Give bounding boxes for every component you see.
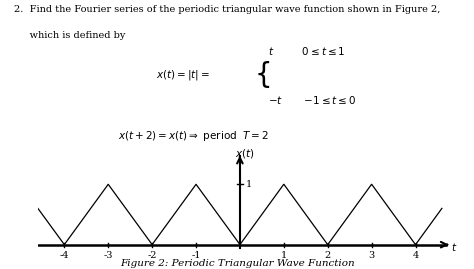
Text: 4: 4 <box>412 251 419 260</box>
Text: -3: -3 <box>103 251 113 260</box>
Text: 3: 3 <box>368 251 375 260</box>
Text: -1: -1 <box>191 251 201 260</box>
Text: $-t$       $-1 \leq t \leq 0$: $-t$ $-1 \leq t \leq 0$ <box>268 94 356 106</box>
Text: -4: -4 <box>60 251 69 260</box>
Text: which is defined by: which is defined by <box>14 31 126 40</box>
Text: $t$         $0 \leq t \leq 1$: $t$ $0 \leq t \leq 1$ <box>268 45 346 58</box>
Text: 1: 1 <box>281 251 287 260</box>
Text: Figure 2: Periodic Triangular Wave Function: Figure 2: Periodic Triangular Wave Funct… <box>120 259 354 268</box>
Text: $x(t)$: $x(t)$ <box>236 147 255 161</box>
Text: 1: 1 <box>246 180 252 189</box>
Text: 2.  Find the Fourier series of the periodic triangular wave function shown in Fi: 2. Find the Fourier series of the period… <box>14 5 441 14</box>
Text: $\{$: $\{$ <box>254 59 270 90</box>
Text: 2: 2 <box>325 251 331 260</box>
Text: $t$: $t$ <box>451 241 457 253</box>
Text: $x(t+2) = x(t) \Rightarrow$ period  $T = 2$: $x(t+2) = x(t) \Rightarrow$ period $T = … <box>118 129 270 143</box>
Text: -2: -2 <box>147 251 157 260</box>
Text: $x(t) = |t| =$: $x(t) = |t| =$ <box>156 68 210 82</box>
